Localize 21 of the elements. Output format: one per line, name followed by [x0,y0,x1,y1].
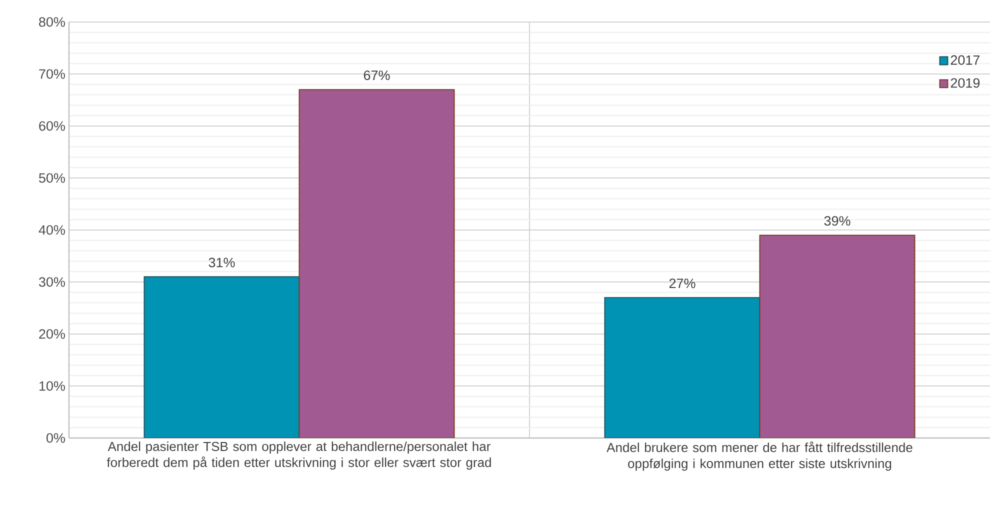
x-tick-label: Andel pasienter TSB som opplever at behandlerne/personalet har forberedt dem på tiden etter utskrivning i stor eller svært stor grad [106,442,491,470]
x-tick-label: Andel brukere som mener de har fått tilfredsstillende oppfølging i kommunen etter siste utskrivning [606,442,912,471]
y-tick-label: 60% [39,121,65,131]
y-tick-label: 80% [39,17,65,27]
y-tick-label: 20% [39,329,65,339]
y-tick-label: 40% [38,225,65,235]
y-tick-label: 30% [38,277,65,287]
legend-label: 2017 [950,55,980,65]
y-tick-label: 70% [39,69,65,79]
y-tick-label: 10% [39,381,65,391]
data-label: 67% [364,70,390,80]
bar [144,276,300,438]
bar [604,297,760,438]
data-label: 31% [208,258,235,268]
bar [298,89,455,438]
data-label: 27% [669,278,696,288]
y-tick-label: 0% [46,433,65,443]
bar [759,234,916,438]
data-label: 39% [824,216,850,226]
y-tick-label: 50% [39,173,65,183]
legend-label: 2019 [950,78,980,88]
